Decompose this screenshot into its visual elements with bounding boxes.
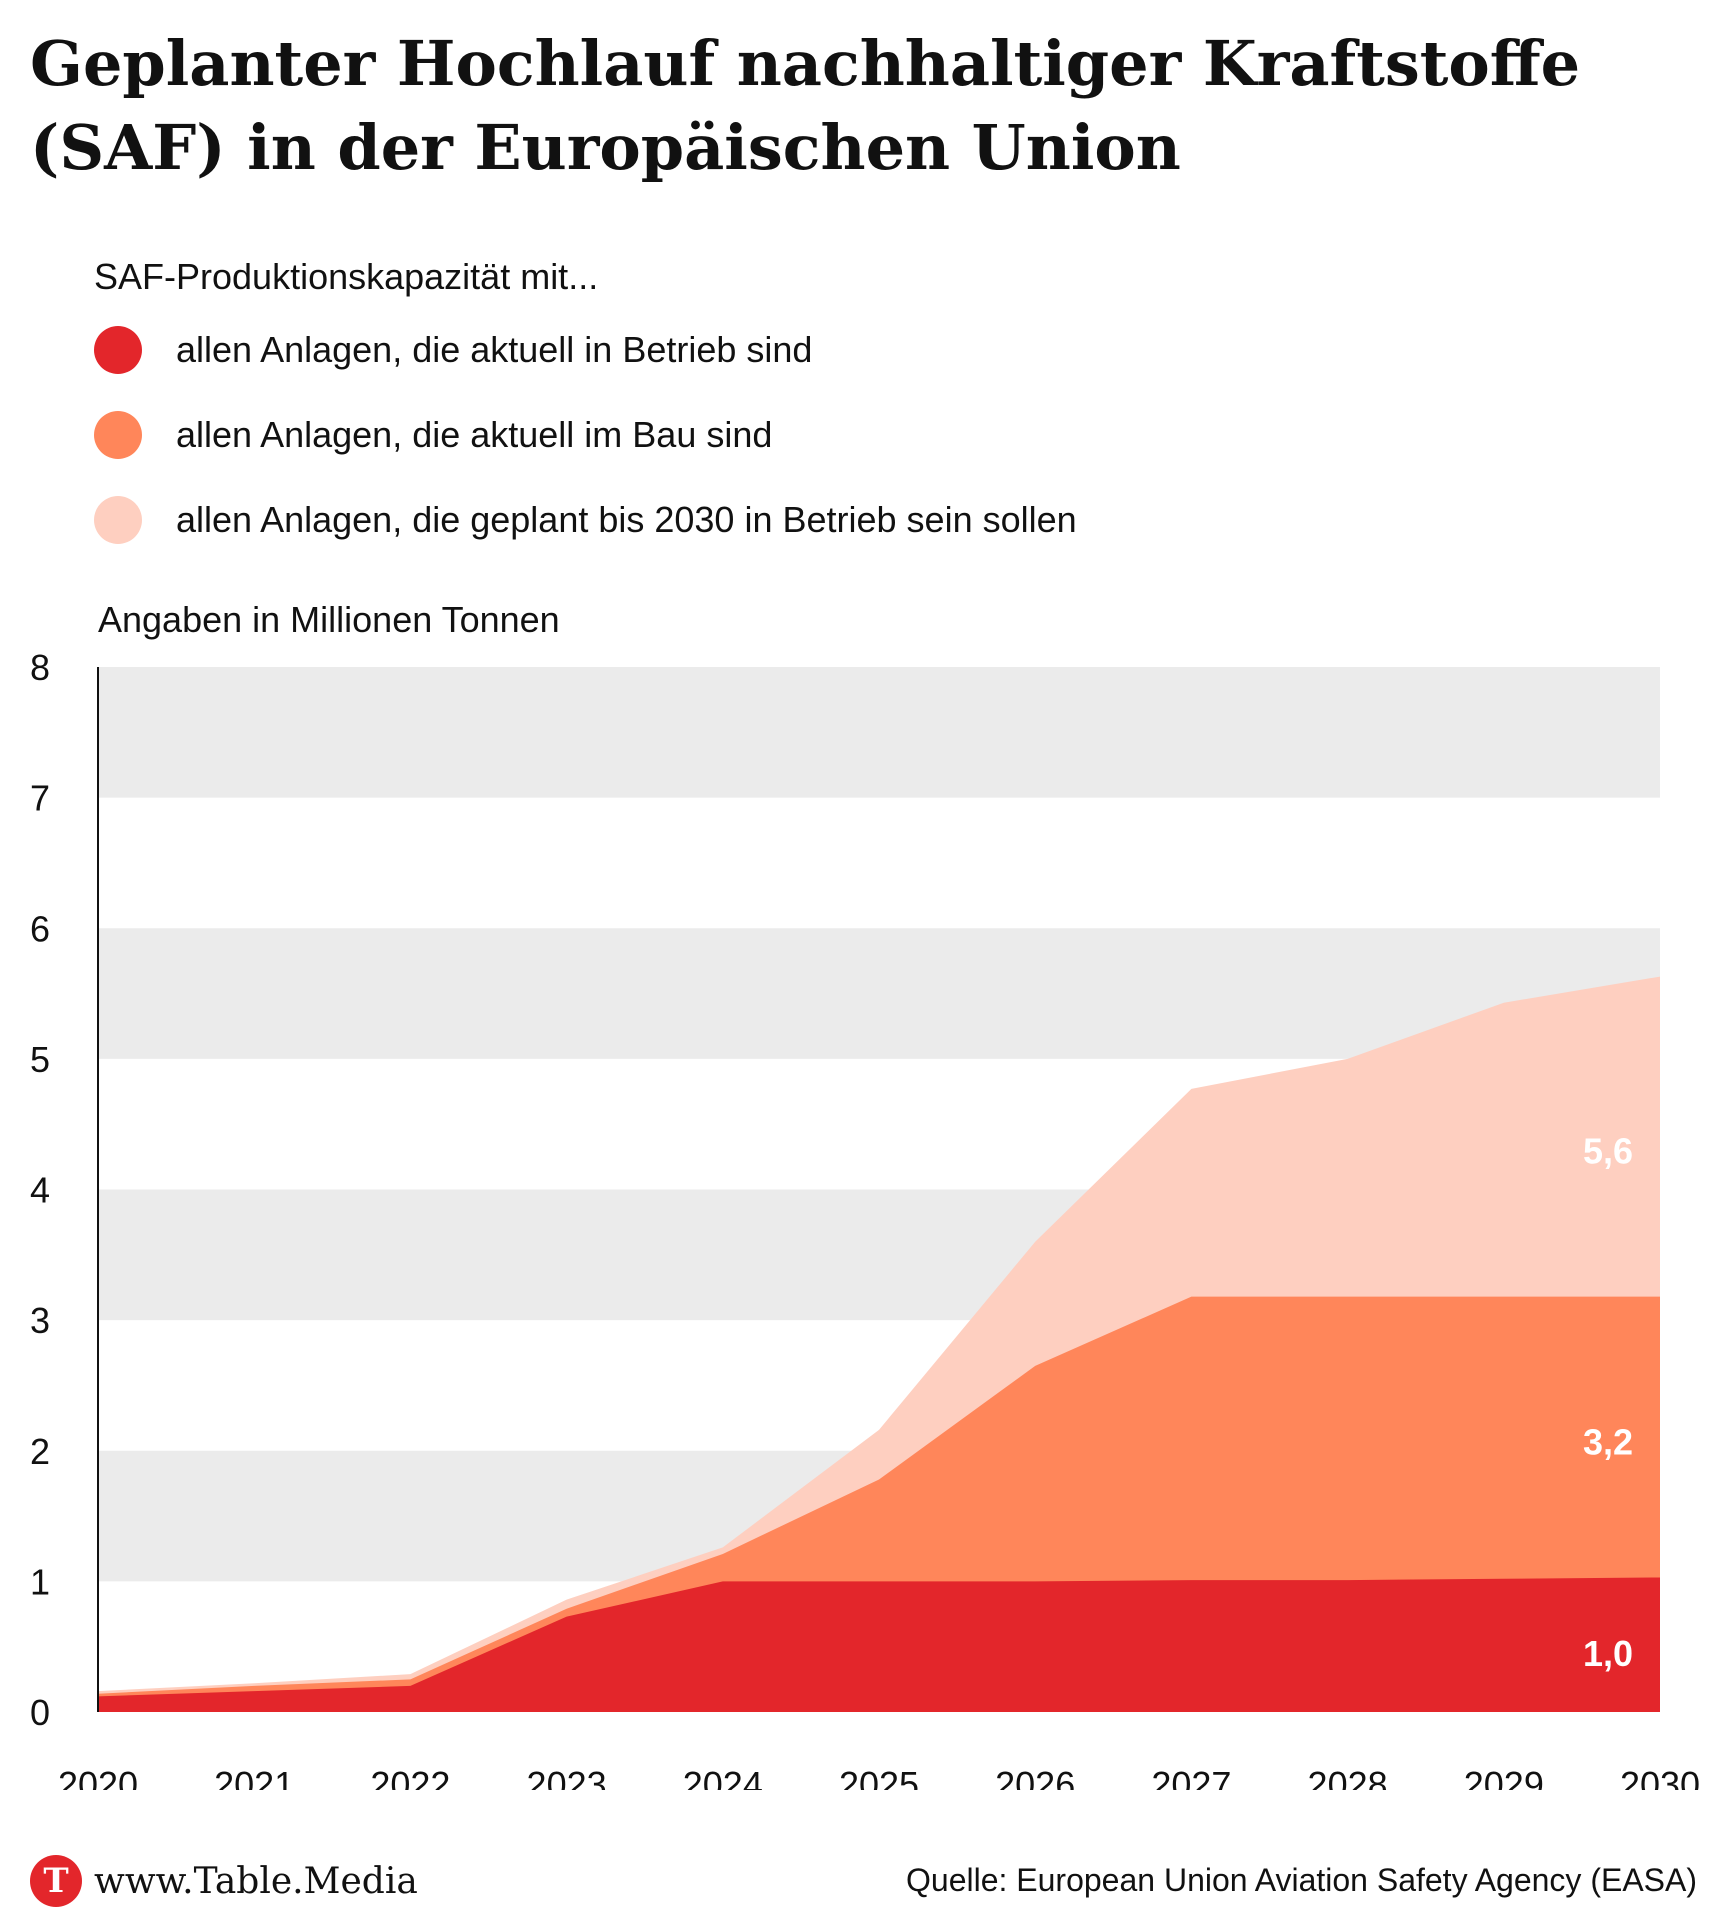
x-tick-label-2021: 2021: [214, 1764, 294, 1790]
x-tick-label-2020: 2020: [58, 1764, 138, 1790]
value-label-operating: 1,0: [1583, 1633, 1633, 1674]
y-tick-label-1: 1: [30, 1561, 50, 1602]
legend-item-planned: allen Anlagen, die geplant bis 2030 in B…: [94, 495, 1077, 545]
x-tick-label-2026: 2026: [995, 1764, 1075, 1790]
grid-band-7-8: [98, 667, 1660, 798]
legend-item-operating: allen Anlagen, die aktuell in Betrieb si…: [94, 325, 1077, 375]
area-chart: 0 1 2 3 4 5 6 7 8 2020 2021 2022 2023 2024 2025 2026 202…: [30, 599, 1700, 1790]
y-tick-label-7: 7: [30, 778, 50, 819]
legend-label-planned: allen Anlagen, die geplant bis 2030 in B…: [176, 499, 1077, 540]
legend-heading: SAF-Produktionskapazität mit...: [94, 256, 599, 297]
value-labels: 5,6 3,2 1,0: [1583, 1130, 1633, 1674]
grid-band-5-6: [98, 928, 1660, 1059]
x-tick-label-2030: 2030: [1620, 1764, 1700, 1790]
brand-logo: T www.Table.Media: [30, 1855, 418, 1907]
y-unit-label: Angaben in Millionen Tonnen: [98, 599, 560, 640]
y-tick-label-0: 0: [30, 1692, 50, 1733]
x-tick-label-2028: 2028: [1308, 1764, 1388, 1790]
legend-swatch-under-construction: [94, 411, 142, 459]
legend-swatch-planned: [94, 496, 142, 544]
source-note: Quelle: European Union Aviation Safety A…: [906, 1862, 1697, 1898]
x-tick-label-2027: 2027: [1151, 1764, 1231, 1790]
table-media-logo-icon: T: [30, 1855, 82, 1907]
area-series-group: [98, 976, 1660, 1712]
x-tick-label-2024: 2024: [683, 1764, 763, 1790]
x-tick-label-2029: 2029: [1464, 1764, 1544, 1790]
y-tick-label-4: 4: [30, 1170, 50, 1211]
chart-title-line-1: Geplanter Hochlauf nachhaltiger Kraftsto…: [30, 27, 1581, 100]
value-label-under-construction: 3,2: [1583, 1422, 1633, 1463]
chart-title-line-2: (SAF) in der Europäischen Union: [30, 111, 1181, 184]
legend-swatch-operating: [94, 326, 142, 374]
y-tick-label-6: 6: [30, 908, 50, 949]
area-operating: [98, 1577, 1660, 1712]
legend-item-under-construction: allen Anlagen, die aktuell im Bau sind: [94, 410, 1077, 460]
axes: 0 1 2 3 4 5 6 7 8 2020 2021 2022 2023 2024 2025 2026 202…: [30, 647, 1700, 1790]
value-label-planned: 5,6: [1583, 1130, 1633, 1171]
y-tick-label-2: 2: [30, 1431, 50, 1472]
x-tick-label-2022: 2022: [370, 1764, 450, 1790]
legend-label-under-construction: allen Anlagen, die aktuell im Bau sind: [176, 414, 773, 455]
y-tick-label-8: 8: [30, 647, 50, 688]
y-tick-label-5: 5: [30, 1039, 50, 1080]
brand-url: www.Table.Media: [94, 1860, 418, 1902]
chart-title: Geplanter Hochlauf nachhaltiger Kraftsto…: [30, 22, 1710, 190]
x-tick-label-2023: 2023: [527, 1764, 607, 1790]
y-tick-label-3: 3: [30, 1300, 50, 1341]
legend: allen Anlagen, die aktuell in Betrieb si…: [94, 325, 1077, 580]
x-tick-label-2025: 2025: [839, 1764, 919, 1790]
legend-label-operating: allen Anlagen, die aktuell in Betrieb si…: [176, 329, 813, 370]
